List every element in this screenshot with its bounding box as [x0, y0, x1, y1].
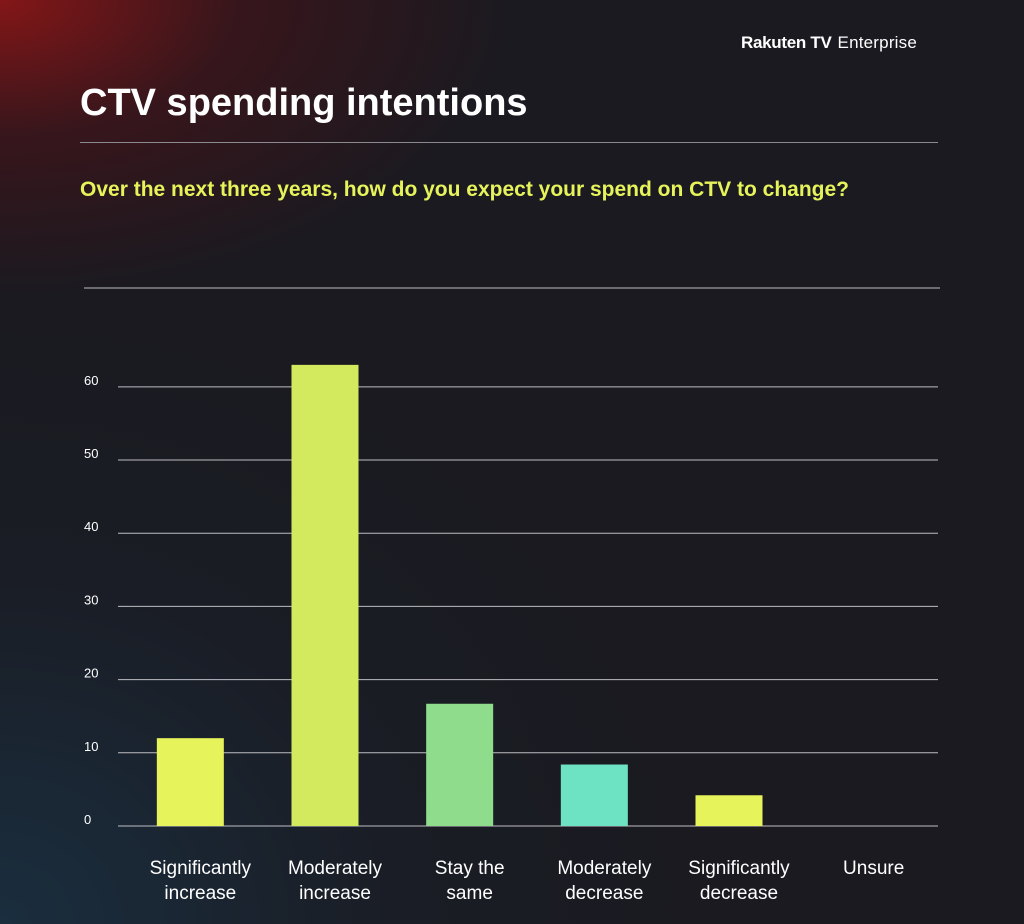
title-divider: [80, 142, 938, 143]
x-category-label-line: decrease: [700, 883, 778, 904]
x-category-label: Moderately decrease: [557, 858, 651, 904]
x-category-label-line: Moderately: [557, 858, 651, 879]
x-category-label: Unsure: [843, 858, 904, 879]
page-title: CTV spending intentions: [80, 82, 528, 124]
x-category-label: Stay the same: [435, 858, 505, 904]
bar-3: [560, 764, 628, 826]
x-category-label-line: Unsure: [843, 858, 904, 879]
brand-name: Rakuten TV: [741, 33, 832, 52]
y-tick-label: 30: [84, 592, 98, 607]
x-category-label-line: Significantly: [688, 858, 790, 879]
y-tick-label: 50: [84, 446, 98, 461]
brand-suffix: Enterprise: [837, 33, 918, 52]
y-tick-label: 10: [84, 739, 98, 754]
x-category-label-line: Moderately: [288, 858, 382, 879]
bar-0: [156, 738, 224, 826]
x-category-label-line: Stay the: [435, 858, 505, 879]
y-tick-label: 0: [84, 812, 91, 827]
x-category-label: Significantly increase: [150, 858, 252, 904]
x-category-label: Significantly decrease: [688, 858, 790, 904]
x-category-label-line: Significantly: [150, 858, 252, 879]
bar-4: [695, 795, 763, 826]
bar-1: [291, 364, 359, 826]
bar-2: [426, 703, 494, 826]
x-category-label-line: increase: [299, 883, 371, 904]
brand-logo: Rakuten TV Enterprise: [741, 33, 917, 53]
x-category-label: Moderately increase: [288, 858, 382, 904]
x-category-label-line: decrease: [565, 883, 643, 904]
x-category-label-line: increase: [164, 883, 236, 904]
y-tick-label: 20: [84, 666, 98, 681]
x-category-label-line: same: [446, 883, 492, 904]
survey-question: Over the next three years, how do you ex…: [80, 178, 849, 201]
y-tick-label: 40: [84, 519, 98, 534]
y-tick-label: 60: [84, 373, 98, 388]
